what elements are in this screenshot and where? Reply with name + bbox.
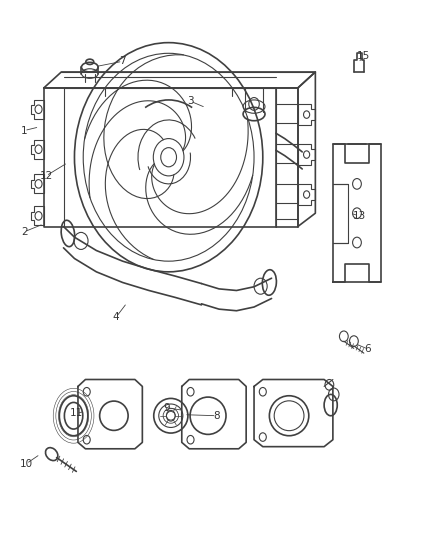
Text: 9: 9 <box>163 403 170 413</box>
Text: 4: 4 <box>113 312 120 322</box>
Text: 1: 1 <box>21 126 28 135</box>
Text: 2: 2 <box>21 227 28 237</box>
Text: 11: 11 <box>70 408 83 418</box>
Text: 13: 13 <box>353 211 366 221</box>
Text: 6: 6 <box>364 344 371 354</box>
Text: 10: 10 <box>20 459 33 469</box>
Text: 15: 15 <box>357 51 370 61</box>
Text: 7: 7 <box>119 56 126 66</box>
Text: 8: 8 <box>213 411 220 421</box>
Text: 12: 12 <box>39 171 53 181</box>
Text: 3: 3 <box>187 96 194 106</box>
